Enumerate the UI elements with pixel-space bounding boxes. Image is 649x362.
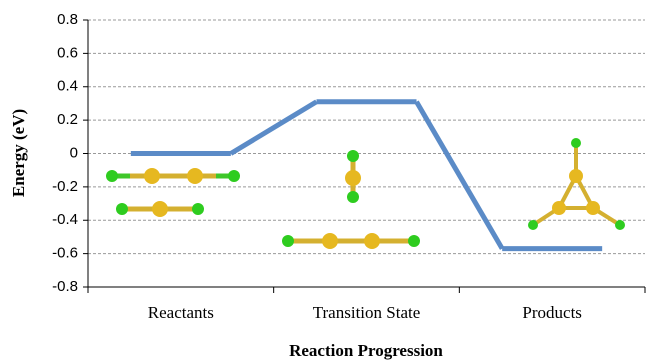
y-tick-label: -0.6 (52, 245, 78, 262)
ts-molecule-2 (282, 233, 420, 249)
connector (417, 102, 503, 249)
y-tick-label: 0.8 (57, 11, 78, 28)
reactant-molecule-2 (116, 201, 204, 217)
y-tick-label: 0 (70, 144, 78, 161)
product-molecule (528, 138, 625, 230)
page: {"chart_data": {"type": "energy-profile"… (0, 0, 649, 362)
y-tick-label: -0.8 (52, 278, 78, 295)
x-tick-label: Reactants (148, 303, 214, 322)
x-axis-title: Reaction Progression (289, 341, 443, 360)
y-tick-label: 0.2 (57, 111, 78, 128)
chart: Energy (eV) Reaction Progression 0.8 0.6 0… (0, 0, 649, 362)
reactant-molecule-1 (106, 168, 240, 184)
x-tick-label: Products (522, 303, 582, 322)
y-tick-label: -0.2 (52, 178, 78, 195)
ts-molecule-1 (345, 150, 361, 203)
grid-layer (88, 20, 645, 254)
y-axis-title: Energy (eV) (9, 109, 28, 197)
y-tick-label: 0.4 (57, 78, 78, 95)
x-tick-label: Transition State (313, 303, 421, 322)
connector (231, 102, 317, 154)
y-tick-label: -0.4 (52, 211, 78, 228)
y-tick-label: 0.6 (57, 44, 78, 61)
